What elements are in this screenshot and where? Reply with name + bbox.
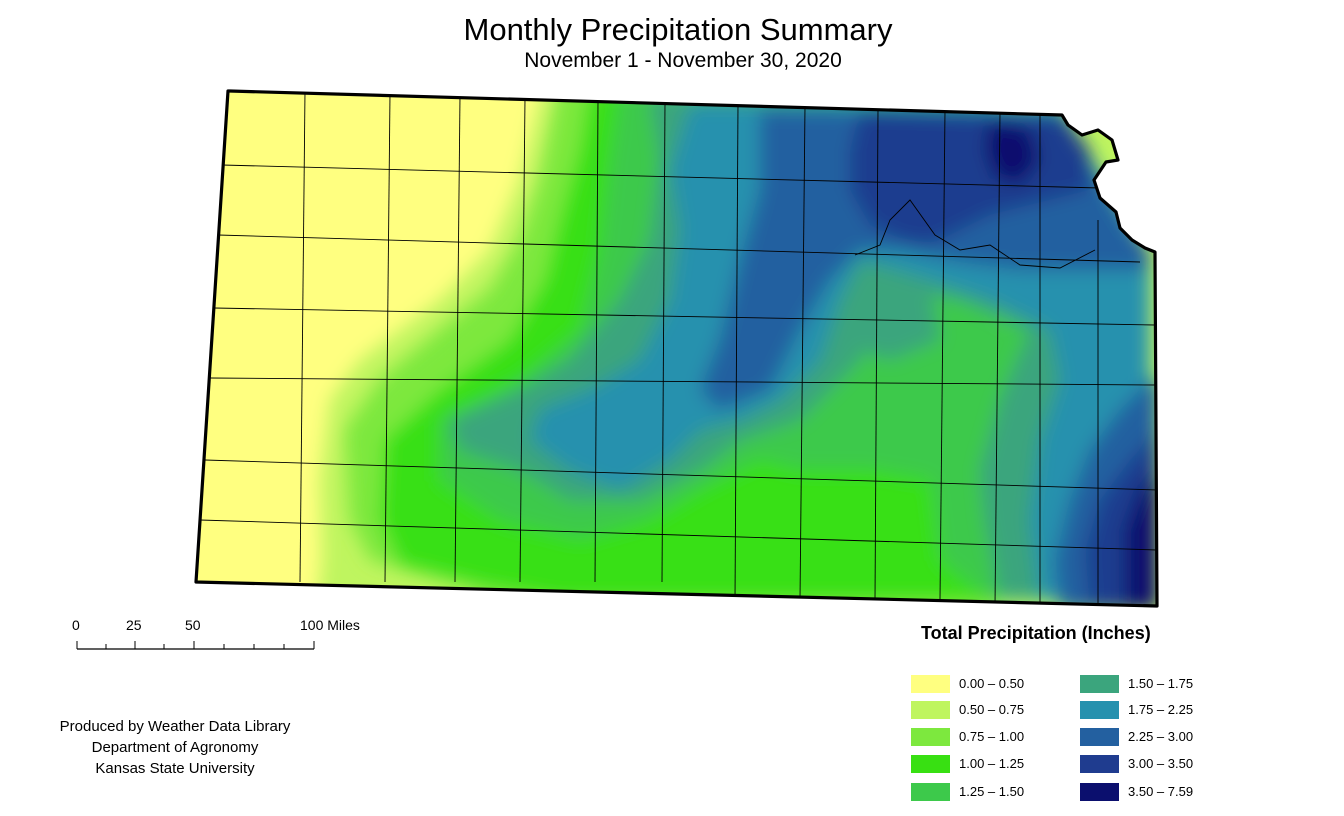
county-line bbox=[209, 377, 1157, 386]
county-line-river bbox=[854, 199, 1096, 269]
legend-item: 3.50 – 7.59 bbox=[1080, 783, 1193, 801]
county-line bbox=[994, 111, 1001, 606]
legend-label: 0.50 – 0.75 bbox=[959, 702, 1025, 717]
legend-label: 0.75 – 1.00 bbox=[959, 729, 1025, 744]
legend-label: 3.00 – 3.50 bbox=[1128, 756, 1194, 771]
legend-label: 1.25 – 1.50 bbox=[959, 784, 1025, 799]
legend-swatch bbox=[1080, 701, 1119, 719]
scale-label-50: 50 bbox=[185, 617, 201, 633]
county-line bbox=[384, 93, 391, 583]
legend-swatch bbox=[911, 675, 950, 693]
legend-label: 1.75 – 2.25 bbox=[1128, 702, 1194, 717]
credits-block: Produced by Weather Data Library Departm… bbox=[30, 716, 320, 779]
scale-label-25: 25 bbox=[126, 617, 142, 633]
scale-label-0: 0 bbox=[72, 617, 80, 633]
legend-swatch bbox=[1080, 755, 1119, 773]
legend-swatch bbox=[911, 728, 950, 746]
county-line bbox=[661, 101, 666, 583]
credit-line-2: Department of Agronomy bbox=[91, 739, 259, 756]
county-line bbox=[874, 107, 879, 601]
precip-zone-0-00-0-50 bbox=[196, 91, 545, 606]
legend-item: 1.00 – 1.25 bbox=[911, 755, 1024, 773]
legend-swatch bbox=[911, 755, 950, 773]
county-line bbox=[199, 519, 1157, 551]
credit-line-1: Produced by Weather Data Library bbox=[59, 718, 291, 735]
legend-label: 0.00 – 0.50 bbox=[959, 676, 1025, 691]
legend-item: 0.75 – 1.00 bbox=[911, 728, 1024, 746]
county-line bbox=[454, 95, 461, 583]
county-boundaries bbox=[199, 91, 1157, 606]
legend-item: 3.00 – 3.50 bbox=[1080, 755, 1193, 773]
county-line bbox=[939, 109, 946, 601]
legend-item: 1.50 – 1.75 bbox=[1080, 675, 1193, 693]
scale-bar bbox=[76, 641, 315, 650]
county-line bbox=[299, 91, 306, 583]
county-line bbox=[221, 164, 1101, 189]
legend-item: 0.50 – 0.75 bbox=[911, 701, 1024, 719]
county-line bbox=[734, 103, 739, 601]
precip-zone-3-50-7-59 bbox=[985, 120, 1040, 185]
precip-surface bbox=[196, 91, 1157, 606]
map-subtitle: November 1 - November 30, 2020 bbox=[524, 49, 842, 72]
legend-label: 3.50 – 7.59 bbox=[1128, 784, 1194, 799]
legend-item: 0.00 – 0.50 bbox=[911, 675, 1024, 693]
legend-item: 1.25 – 1.50 bbox=[911, 783, 1024, 801]
scale-label-100: 100 Miles bbox=[300, 617, 360, 633]
legend-swatch bbox=[911, 701, 950, 719]
legend-swatch bbox=[1080, 728, 1119, 746]
county-line bbox=[213, 307, 1156, 326]
legend-item: 2.25 – 3.00 bbox=[1080, 728, 1193, 746]
county-line bbox=[594, 99, 599, 583]
legend-label: 1.00 – 1.25 bbox=[959, 756, 1025, 771]
precip-zone-3-50-7-59-se bbox=[1125, 470, 1157, 606]
legend-title: Total Precipitation (Inches) bbox=[921, 623, 1151, 643]
map-title: Monthly Precipitation Summary bbox=[463, 12, 893, 47]
legend-label: 2.25 – 3.00 bbox=[1128, 729, 1194, 744]
legend-swatch bbox=[1080, 675, 1119, 693]
county-line bbox=[217, 234, 1141, 263]
legend-swatch bbox=[911, 783, 950, 801]
legend-label: 1.50 – 1.75 bbox=[1128, 676, 1194, 691]
county-line bbox=[799, 105, 806, 601]
kansas-state-outline bbox=[194, 89, 1159, 608]
legend-item: 1.75 – 2.25 bbox=[1080, 701, 1193, 719]
legend-swatch bbox=[1080, 783, 1119, 801]
county-line bbox=[519, 97, 526, 583]
county-line bbox=[204, 459, 1157, 491]
credit-line-3: Kansas State University bbox=[95, 760, 255, 777]
